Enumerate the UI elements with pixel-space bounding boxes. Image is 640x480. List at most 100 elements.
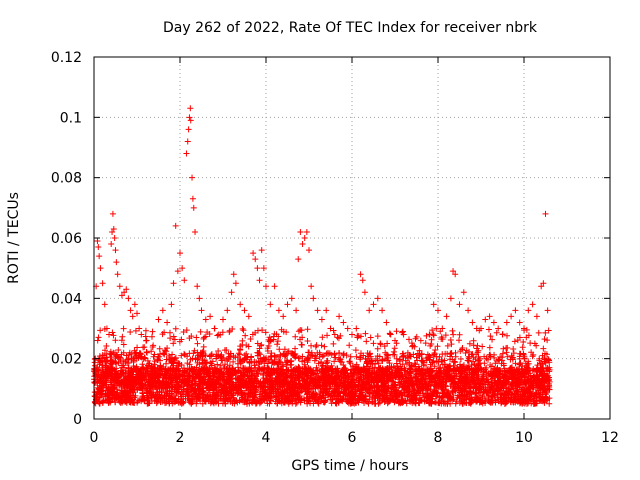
data-point — [334, 334, 341, 341]
data-point — [321, 399, 328, 406]
data-point — [389, 369, 396, 376]
data-point — [112, 337, 119, 344]
data-point — [422, 340, 429, 347]
data-point — [239, 364, 246, 371]
data-point — [297, 336, 304, 343]
data-point — [332, 354, 339, 361]
data-point — [432, 347, 439, 354]
data-point — [266, 334, 273, 341]
data-point — [203, 385, 210, 392]
data-point — [429, 327, 436, 334]
data-point — [134, 344, 141, 351]
data-point — [384, 351, 391, 358]
data-point — [277, 359, 284, 366]
data-point — [120, 362, 127, 369]
data-point — [227, 394, 234, 401]
data-point — [504, 353, 511, 360]
data-point — [529, 353, 536, 360]
data-point — [265, 390, 272, 397]
data-point — [450, 331, 457, 338]
data-point — [142, 327, 149, 334]
data-point — [364, 356, 371, 363]
data-point — [252, 329, 259, 336]
data-point — [485, 394, 492, 401]
data-point — [385, 357, 392, 364]
data-point — [178, 336, 185, 343]
data-point — [119, 333, 126, 340]
data-point — [190, 395, 197, 402]
data-point — [112, 381, 119, 388]
data-point — [489, 336, 496, 343]
data-point — [520, 350, 527, 357]
data-point — [499, 350, 506, 357]
data-point — [319, 363, 326, 370]
data-point — [412, 361, 419, 368]
data-point — [470, 358, 477, 365]
data-point — [156, 345, 163, 352]
data-point — [485, 356, 492, 363]
data-point — [485, 326, 492, 333]
data-point — [428, 341, 435, 348]
data-point — [103, 383, 110, 390]
data-point — [367, 353, 374, 360]
data-point — [375, 360, 382, 367]
data-point — [546, 400, 553, 407]
data-point — [258, 341, 265, 348]
data-point — [260, 372, 267, 379]
data-point — [399, 328, 406, 335]
data-point — [234, 354, 241, 361]
data-point — [447, 336, 454, 343]
data-point — [288, 357, 295, 364]
data-point — [523, 366, 530, 373]
data-point — [433, 325, 440, 332]
data-point — [102, 347, 109, 354]
chart-title: Day 262 of 2022, Rate Of TEC Index for r… — [163, 20, 538, 36]
data-point — [120, 364, 127, 371]
data-point — [312, 343, 319, 350]
data-point — [254, 340, 261, 347]
data-point — [331, 358, 338, 365]
data-point — [390, 348, 397, 355]
data-point — [303, 379, 310, 386]
data-point — [447, 400, 454, 407]
data-point — [256, 349, 263, 356]
data-point — [452, 359, 459, 366]
data-point — [248, 358, 255, 365]
data-point — [330, 327, 337, 334]
data-point — [487, 333, 494, 340]
data-point — [542, 360, 549, 367]
data-point — [412, 335, 419, 342]
data-point — [240, 327, 247, 334]
data-point — [413, 371, 420, 378]
data-point — [452, 400, 459, 407]
data-point — [206, 353, 213, 360]
data-point — [304, 337, 311, 344]
data-point — [439, 393, 446, 400]
data-point — [110, 332, 117, 339]
data-point — [230, 358, 237, 365]
data-point — [370, 340, 377, 347]
data-points — [91, 105, 553, 407]
data-point — [178, 362, 185, 369]
data-point — [246, 384, 253, 391]
data-point — [292, 333, 299, 340]
data-point — [504, 344, 511, 351]
data-point — [337, 332, 344, 339]
data-point — [193, 334, 200, 341]
data-point — [357, 371, 364, 378]
data-point — [167, 335, 174, 342]
data-point — [335, 349, 342, 356]
data-point — [546, 357, 553, 364]
data-point — [246, 365, 253, 372]
data-point — [308, 342, 315, 349]
data-point — [180, 328, 187, 335]
data-point — [435, 398, 442, 405]
data-point — [431, 363, 438, 370]
data-point — [462, 349, 469, 356]
data-point — [466, 340, 473, 347]
data-point — [171, 355, 178, 362]
data-point — [281, 346, 288, 353]
data-point — [426, 372, 433, 379]
data-point — [95, 334, 102, 341]
